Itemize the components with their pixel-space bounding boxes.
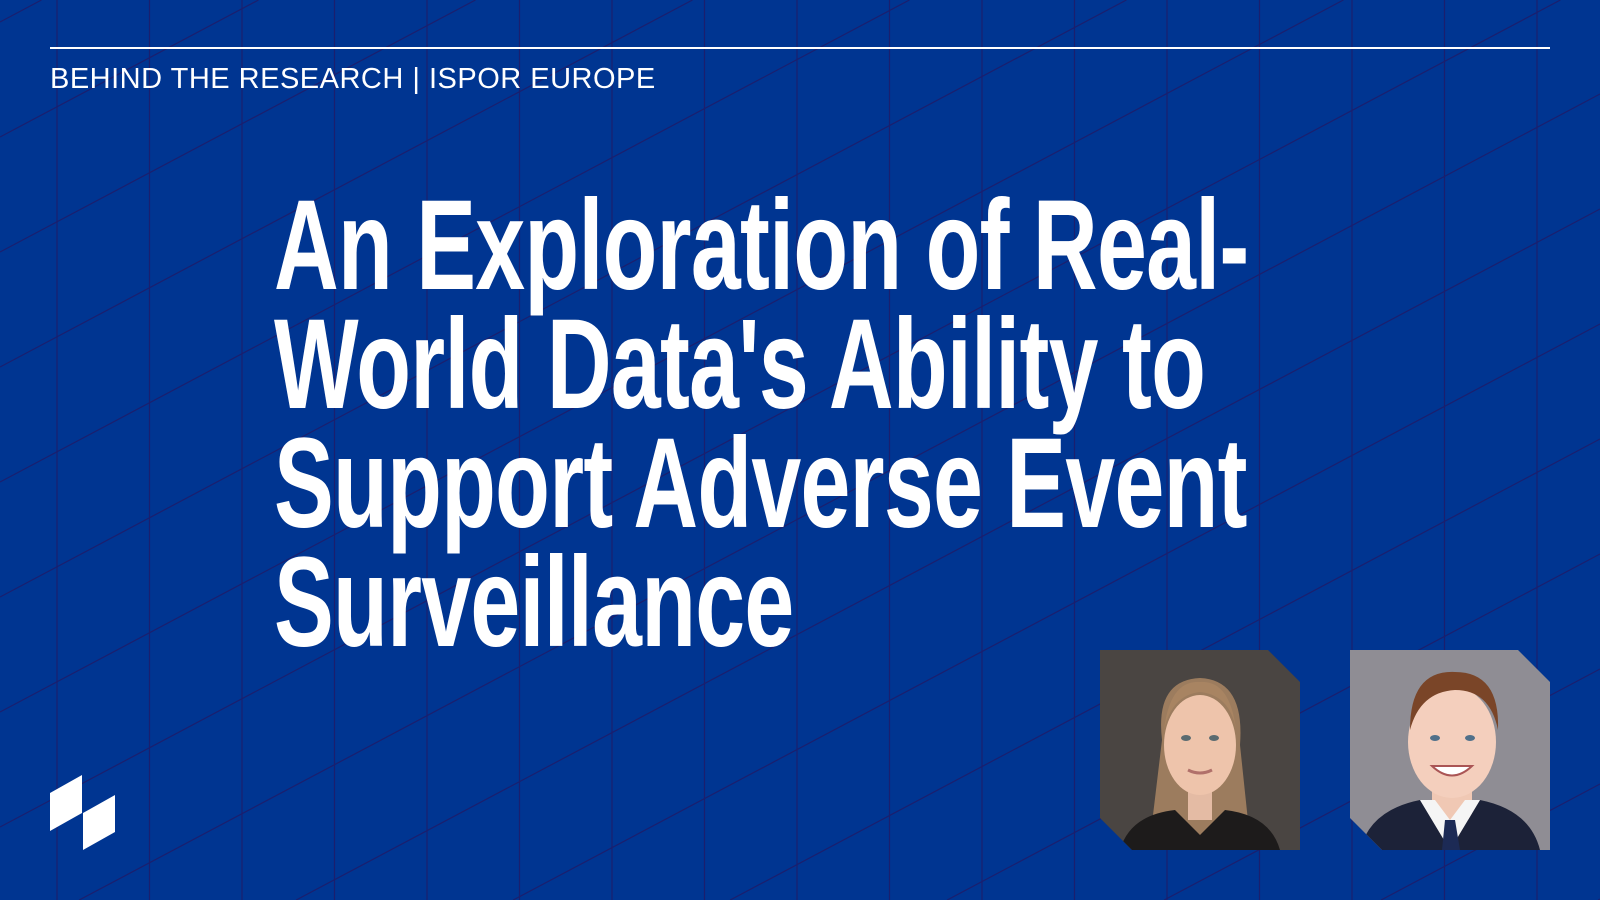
article-title: An Exploration of Real- World Data's Abi… xyxy=(274,174,1600,674)
speaker-photo-man xyxy=(1350,650,1550,850)
grid-diagonal xyxy=(295,208,1600,900)
grid-diagonal xyxy=(0,0,910,483)
grid-diagonal xyxy=(0,0,1561,828)
title-line: An Exploration of Real- xyxy=(274,174,1249,317)
speaker-photo-woman xyxy=(1100,650,1300,850)
grid-diagonal xyxy=(0,0,476,253)
grid-diagonal xyxy=(0,0,1127,598)
header-divider xyxy=(50,47,1550,49)
grid-diagonal xyxy=(78,93,1600,900)
title-line: World Data's Ability to xyxy=(274,293,1206,436)
grid-diagonal xyxy=(0,0,259,138)
title-line: Support Adverse Event xyxy=(274,412,1247,555)
grid-diagonal xyxy=(512,323,1600,900)
title-line: Surveillance xyxy=(274,531,794,674)
brand-logo-icon xyxy=(50,775,115,850)
series-label: BEHIND THE RESEARCH | ISPOR EUROPE xyxy=(50,63,656,95)
grid-diagonal xyxy=(0,0,693,368)
grid-diagonal xyxy=(0,0,42,23)
grid-diagonal xyxy=(0,0,1344,713)
